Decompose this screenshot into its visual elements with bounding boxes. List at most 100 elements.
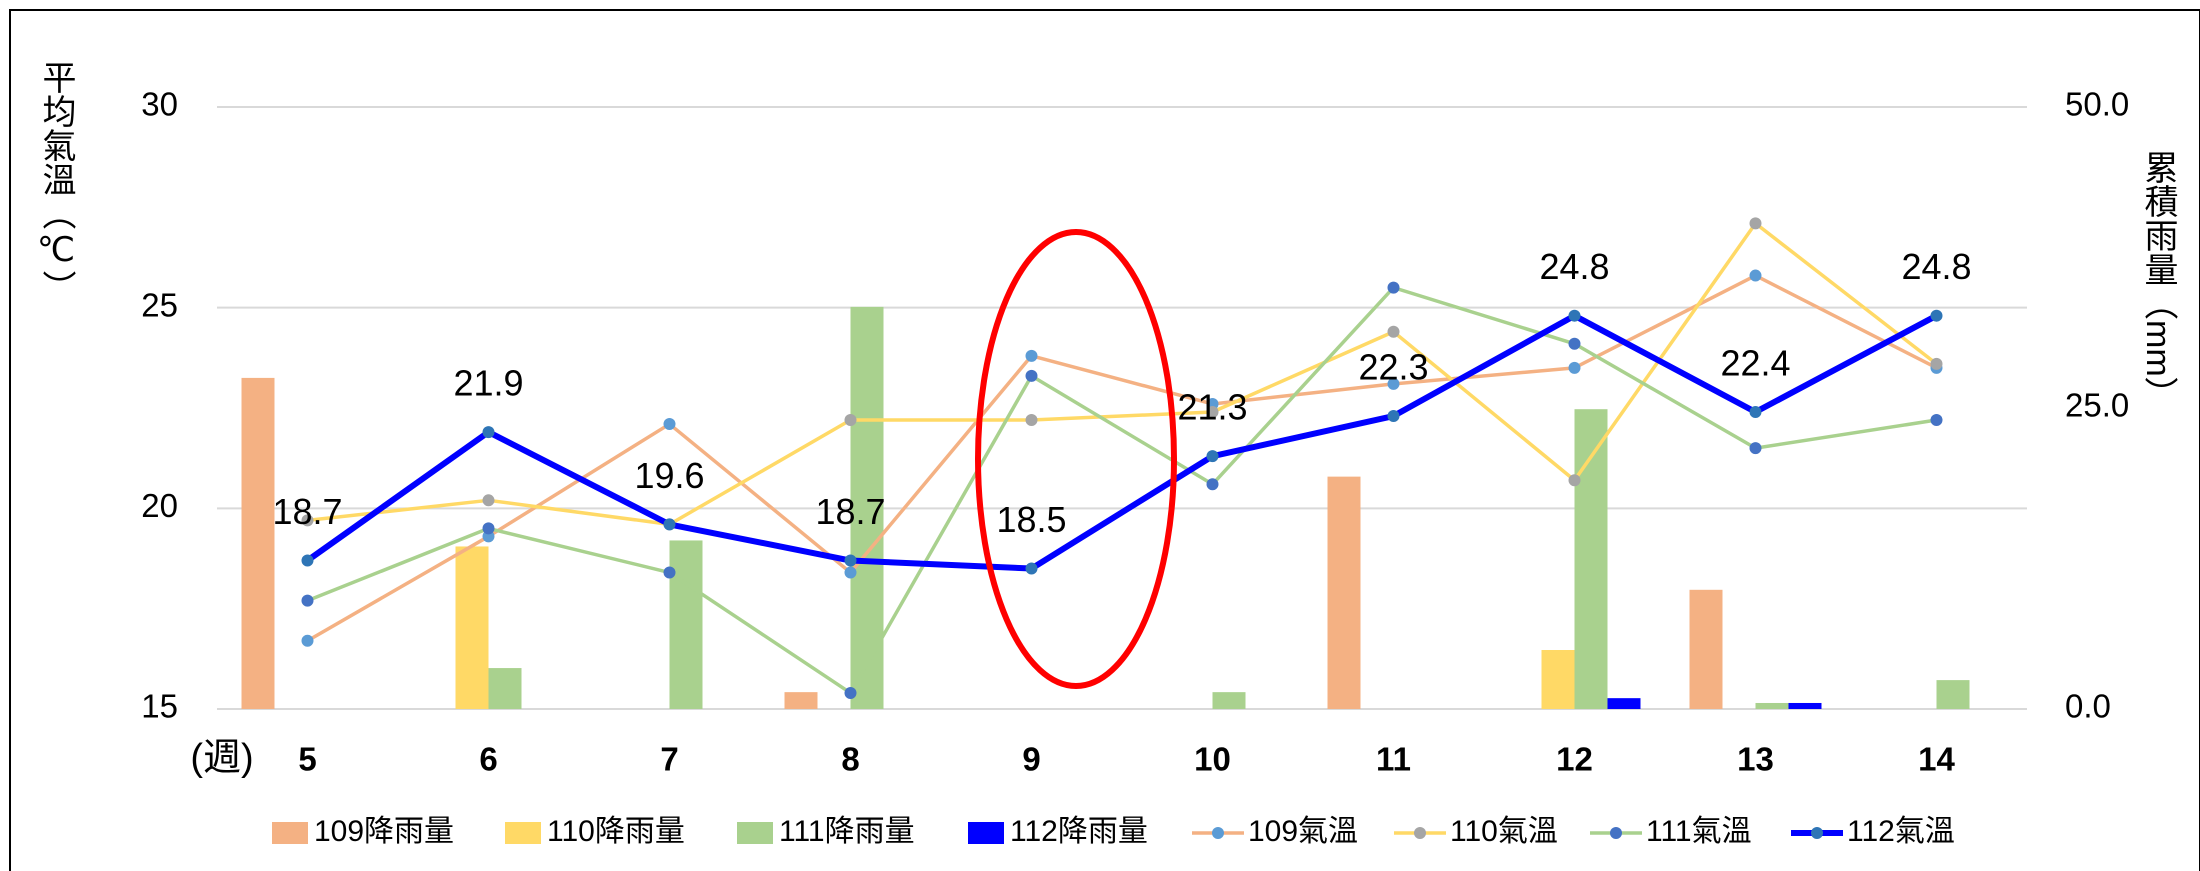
- y-tick-label: 20: [141, 487, 178, 524]
- legend-marker: [1414, 827, 1426, 839]
- highlight-ellipse: [975, 229, 1177, 689]
- bar: [1689, 589, 1723, 709]
- y-tick-label: 25: [141, 286, 178, 323]
- legend-marker: [1212, 827, 1224, 839]
- marker: [1568, 361, 1581, 374]
- data-label: 22.3: [1358, 347, 1428, 388]
- x-tick-label: 14: [1918, 741, 1955, 778]
- marker: [482, 522, 495, 535]
- marker: [301, 514, 314, 527]
- chart-frame: [9, 9, 2200, 871]
- x-tick-label: 11: [1376, 741, 1411, 778]
- marker: [1387, 410, 1400, 423]
- marker: [1930, 309, 1943, 322]
- y-tick-label: 15: [141, 688, 178, 725]
- marker: [1387, 281, 1400, 294]
- x-tick-label: 7: [660, 741, 678, 778]
- line: [305, 312, 1938, 572]
- x-tick-label: 10: [1194, 741, 1231, 778]
- line: [306, 285, 1937, 695]
- marker: [1025, 414, 1038, 427]
- x-tick-label: 8: [841, 741, 859, 778]
- marker: [844, 566, 857, 579]
- bar: [669, 540, 703, 709]
- legend-marker: [1811, 827, 1823, 839]
- bar: [1755, 702, 1789, 709]
- data-label: 24.8: [1901, 246, 1971, 287]
- marker: [1930, 414, 1943, 427]
- marker: [301, 554, 314, 567]
- legend-label: 112降雨量: [1010, 815, 1148, 848]
- marker: [663, 518, 676, 531]
- marker: [1749, 406, 1762, 419]
- legend-swatch: [505, 822, 541, 844]
- marker: [1206, 478, 1219, 491]
- y-tick-label: 30: [141, 86, 178, 123]
- marker: [1749, 442, 1762, 455]
- y-axis-label: 平均氣溫（℃）: [37, 60, 76, 304]
- marker: [301, 594, 314, 607]
- legend-swatch: [272, 822, 308, 844]
- bar: [488, 668, 522, 709]
- marker: [1568, 309, 1581, 322]
- marker: [844, 414, 857, 427]
- marker: [482, 494, 495, 507]
- marker: [1206, 406, 1219, 419]
- legend-label: 109氣溫: [1248, 815, 1358, 848]
- legend-swatch: [968, 822, 1004, 844]
- bar: [241, 377, 275, 709]
- marker: [1930, 357, 1943, 370]
- data-label: 19.6: [634, 455, 704, 496]
- marker: [1025, 369, 1038, 382]
- legend-label: 109降雨量: [314, 815, 454, 848]
- marker: [1749, 217, 1762, 230]
- data-label: 21.9: [453, 363, 523, 404]
- line: [307, 221, 1938, 527]
- bar: [1212, 692, 1246, 709]
- marker: [1568, 337, 1581, 350]
- legend-swatch: [737, 822, 773, 844]
- data-label: 21.3: [1177, 387, 1247, 428]
- marker: [663, 418, 676, 431]
- x-tick-label: 13: [1737, 741, 1774, 778]
- data-label: 18.5: [996, 499, 1066, 540]
- marker: [663, 566, 676, 579]
- y2-axis-label: 累積雨量（mm）: [2139, 150, 2178, 411]
- bar: [1788, 702, 1822, 709]
- y2-tick-label: 50.0: [2065, 86, 2129, 123]
- bar: [784, 692, 818, 709]
- marker: [1206, 450, 1219, 463]
- marker: [1025, 562, 1038, 575]
- marker: [1749, 269, 1762, 282]
- legend-label: 111降雨量: [779, 815, 915, 848]
- marker: [1568, 474, 1581, 487]
- marker: [1025, 349, 1038, 362]
- marker: [301, 634, 314, 647]
- marker: [1387, 325, 1400, 338]
- marker: [844, 686, 857, 699]
- y2-tick-label: 25.0: [2065, 387, 2129, 424]
- data-label: 24.8: [1539, 246, 1609, 287]
- bar: [1607, 698, 1641, 709]
- legend-label: 111氣溫: [1646, 815, 1752, 848]
- bar: [1541, 650, 1575, 709]
- bar: [1936, 680, 1970, 709]
- x-tick-label: 5: [298, 741, 316, 778]
- x-tick-label: 9: [1022, 741, 1040, 778]
- marker: [1387, 377, 1400, 390]
- bar: [1327, 476, 1361, 709]
- x-tick-label: 6: [479, 741, 497, 778]
- marker: [844, 554, 857, 567]
- legend-label: 110氣溫: [1450, 815, 1558, 848]
- x-tick-label: 12: [1556, 741, 1593, 778]
- data-label: 18.7: [272, 491, 342, 532]
- legend-label: 110降雨量: [547, 815, 685, 848]
- legend-marker: [1610, 827, 1622, 839]
- data-label: 18.7: [815, 491, 885, 532]
- legend-label: 112氣溫: [1847, 815, 1955, 848]
- marker: [482, 426, 495, 439]
- data-label: 22.4: [1720, 343, 1790, 384]
- bar: [455, 546, 489, 709]
